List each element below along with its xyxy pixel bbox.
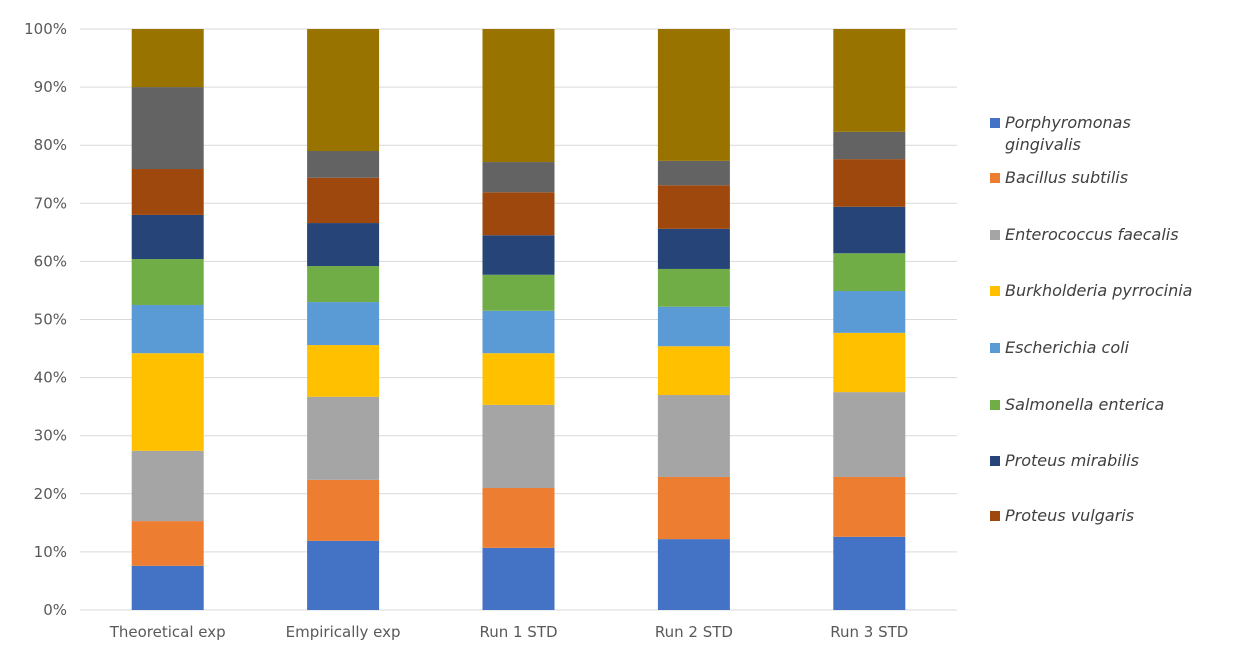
- legend-item: Enterococcus faecalis: [990, 224, 1235, 246]
- y-tick-label: 50%: [34, 311, 67, 329]
- x-tick-label: Theoretical exp: [109, 623, 226, 641]
- bar-segment: [482, 547, 555, 610]
- bar-segment: [131, 304, 204, 354]
- y-tick-label: 20%: [34, 485, 67, 503]
- bar-segment: [833, 131, 906, 160]
- bar-segment: [833, 206, 906, 254]
- legend-label: Burkholderia pyrrocinia: [1005, 281, 1193, 300]
- bar-segment: [482, 353, 555, 405]
- bar-segment: [482, 310, 555, 354]
- bar-segment: [657, 185, 730, 229]
- bar-segment: [307, 345, 380, 397]
- bar-segment: [482, 274, 555, 311]
- bar-segment: [657, 160, 730, 186]
- bar-segment: [482, 235, 555, 275]
- y-tick-label: 90%: [34, 78, 67, 96]
- bar-segment: [833, 291, 906, 333]
- bar-segment: [482, 487, 555, 548]
- legend-item: Escherichia coli: [990, 337, 1235, 359]
- bar-segment: [657, 228, 730, 269]
- bar-segment: [657, 395, 730, 477]
- legend-label: Bacillus subtilis: [1005, 168, 1129, 187]
- bar-segment: [307, 151, 380, 178]
- legend-item: Proteus vulgaris: [990, 505, 1235, 527]
- legend-swatch: [990, 118, 1000, 128]
- legend-swatch: [990, 511, 1000, 521]
- bar-segment: [131, 353, 204, 451]
- bar-segment: [482, 29, 555, 163]
- bar-segment: [307, 302, 380, 346]
- legend-swatch: [990, 343, 1000, 353]
- bar-segment: [131, 169, 204, 215]
- legend-swatch: [990, 173, 1000, 183]
- legend-item: Proteus mirabilis: [990, 450, 1235, 472]
- legend-item: Bacillus subtilis: [990, 167, 1235, 189]
- bar-segment: [307, 177, 380, 224]
- bar-segment: [833, 476, 906, 537]
- bar-segment: [131, 214, 204, 260]
- bar-segment: [131, 87, 204, 170]
- bar-segment: [131, 565, 204, 610]
- y-tick-label: 80%: [34, 136, 67, 154]
- legend-item: Porphyromonas gingivalis: [990, 112, 1150, 156]
- legend-swatch: [990, 456, 1000, 466]
- bar-segment: [307, 266, 380, 303]
- bar-segment: [657, 476, 730, 540]
- bar-segment: [307, 223, 380, 267]
- bar-segment: [482, 404, 555, 488]
- x-tick-label: Empirically exp: [286, 623, 401, 641]
- legend-swatch: [990, 286, 1000, 296]
- x-tick-label: Run 2 STD: [655, 623, 733, 641]
- bar-segment: [307, 479, 380, 541]
- legend-item: Burkholderia pyrrocinia: [990, 280, 1235, 302]
- y-tick-label: 30%: [34, 427, 67, 445]
- bar-segment: [307, 540, 380, 610]
- bar-segment: [307, 396, 380, 480]
- legend-label: Salmonella enterica: [1005, 395, 1165, 414]
- legend-swatch: [990, 230, 1000, 240]
- bar-segment: [657, 29, 730, 161]
- y-tick-label: 70%: [34, 194, 67, 212]
- legend-label: Proteus mirabilis: [1005, 451, 1139, 470]
- x-tick-label: Run 3 STD: [830, 623, 908, 641]
- bar-segment: [657, 268, 730, 307]
- legend-swatch: [990, 400, 1000, 410]
- legend-label: Porphyromonas gingivalis: [1005, 113, 1131, 154]
- bar-segment: [833, 392, 906, 477]
- bar-segment: [833, 29, 906, 132]
- y-tick-label: 100%: [24, 20, 67, 38]
- bar-segment: [657, 539, 730, 610]
- bar-segment: [131, 259, 204, 305]
- y-tick-label: 40%: [34, 369, 67, 387]
- legend-label: Escherichia coli: [1005, 338, 1129, 357]
- bar-segment: [833, 332, 906, 393]
- y-tick-label: 0%: [43, 601, 67, 619]
- bar-segment: [833, 159, 906, 207]
- bar-segment: [657, 306, 730, 347]
- legend-label: Enterococcus faecalis: [1005, 225, 1179, 244]
- bar-segment: [833, 253, 906, 292]
- y-tick-label: 60%: [34, 252, 67, 270]
- bar-segment: [482, 192, 555, 236]
- bar-segment: [657, 346, 730, 396]
- bar-segment: [131, 29, 204, 88]
- legend-label: Proteus vulgaris: [1005, 506, 1135, 525]
- x-tick-label: Run 1 STD: [479, 623, 557, 641]
- bar-segment: [307, 29, 380, 152]
- bar-segment: [482, 162, 555, 193]
- bar-segment: [833, 536, 906, 610]
- y-tick-label: 10%: [34, 543, 67, 561]
- bar-segment: [131, 450, 204, 522]
- bar-segment: [131, 521, 204, 566]
- legend-item: Salmonella enterica: [990, 394, 1235, 416]
